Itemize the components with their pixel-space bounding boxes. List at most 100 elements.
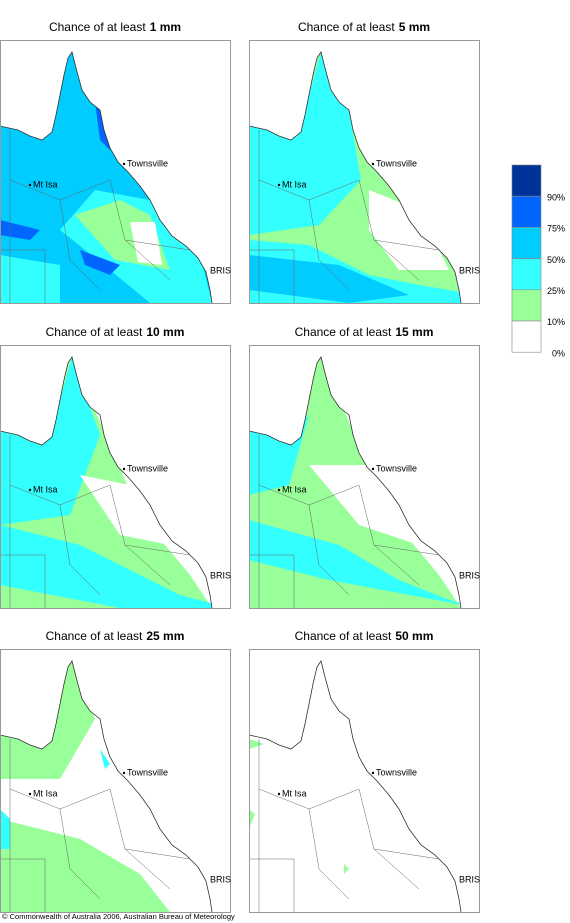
rain-area xyxy=(0,357,100,525)
district-borders xyxy=(0,435,191,608)
rain-area xyxy=(100,749,110,769)
title-amount: 1 mm xyxy=(150,20,181,34)
panel-frame xyxy=(0,345,231,609)
title-amount: 50 mm xyxy=(395,629,433,643)
title-amount: 15 mm xyxy=(395,325,433,339)
panel-title: Chance of at least 25 mm xyxy=(46,629,185,643)
place-label: Mt Isa xyxy=(33,788,58,798)
map-panel: Townsville Mt Isa BRIS xyxy=(0,649,231,913)
panel-title: Chance of at least 15 mm xyxy=(295,325,434,339)
panel-title: Chance of at least 10 mm xyxy=(46,325,185,339)
rain-area xyxy=(0,585,120,608)
rain-area xyxy=(249,520,461,608)
place-label: Townsville xyxy=(376,463,417,473)
rain-field xyxy=(0,52,212,303)
place-label: Mt Isa xyxy=(282,788,307,798)
coastline xyxy=(248,660,462,913)
place-box xyxy=(458,874,479,887)
title-prefix: Chance of at least xyxy=(295,629,392,643)
legend-swatch xyxy=(511,258,542,291)
panel-frame xyxy=(249,40,480,304)
place-box xyxy=(458,570,479,583)
panel-frame xyxy=(249,649,480,913)
legend-label: 10% xyxy=(547,317,565,327)
place-label: Mt Isa xyxy=(282,179,307,189)
rain-area xyxy=(249,255,409,303)
rain-area xyxy=(80,475,170,545)
district-borders xyxy=(0,739,191,912)
rain-field xyxy=(249,357,461,608)
rain-area xyxy=(80,250,120,275)
panel-title: Chance of at least 5 mm xyxy=(298,20,430,34)
rain-field xyxy=(0,357,212,608)
map-panel: Townsville Mt Isa BRIS xyxy=(248,649,480,913)
legend-label: 0% xyxy=(552,348,565,358)
place-label: BRIS xyxy=(210,570,231,580)
legend-swatch xyxy=(511,164,542,197)
title-prefix: Chance of at least xyxy=(46,629,143,643)
place-box xyxy=(209,570,230,583)
rain-area xyxy=(0,525,212,608)
place-label: BRIS xyxy=(459,265,480,275)
place-label: Townsville xyxy=(127,158,168,168)
place-label: BRIS xyxy=(210,265,231,275)
place-label: Mt Isa xyxy=(33,484,58,494)
rain-area xyxy=(249,661,461,912)
rain-area xyxy=(0,819,170,912)
rain-area xyxy=(369,190,449,270)
rain-area xyxy=(249,739,264,749)
place-label: BRIS xyxy=(210,874,231,884)
coastline xyxy=(0,356,213,609)
panel-title: Chance of at least 1 mm xyxy=(49,20,181,34)
legend-swatch xyxy=(511,320,542,353)
town-dot xyxy=(28,488,32,492)
panel-title: Chance of at least 50 mm xyxy=(295,629,434,643)
legend-label: 50% xyxy=(547,255,565,265)
coastline xyxy=(248,356,462,609)
title-amount: 5 mm xyxy=(399,20,430,34)
title-prefix: Chance of at least xyxy=(295,325,392,339)
legend-label: 75% xyxy=(547,224,565,234)
title-prefix: Chance of at least xyxy=(46,325,143,339)
map-panel: Townsville Mt Isa BRIS xyxy=(0,345,231,609)
map-panel: Townsville Mt Isa BRIS xyxy=(248,40,480,304)
place-box xyxy=(458,265,479,278)
rain-field xyxy=(249,52,461,303)
legend-swatch xyxy=(511,195,542,228)
town-dot xyxy=(277,792,281,796)
town-dot xyxy=(122,162,126,166)
rain-area xyxy=(344,864,349,874)
place-box xyxy=(209,265,230,278)
rain-field xyxy=(249,661,461,912)
place-label: Mt Isa xyxy=(33,179,58,189)
title-prefix: Chance of at least xyxy=(298,20,395,34)
map-panel: Townsville Mt Isa BRIS xyxy=(0,40,231,304)
coastline xyxy=(0,660,213,913)
town-dot xyxy=(277,183,281,187)
place-box xyxy=(209,874,230,887)
town-dot xyxy=(28,792,32,796)
town-dot xyxy=(371,467,375,471)
legend-swatch xyxy=(511,227,542,259)
legend-swatch xyxy=(511,289,542,322)
title-amount: 10 mm xyxy=(146,325,184,339)
place-label: Townsville xyxy=(127,767,168,777)
panel-frame xyxy=(0,40,231,304)
town-dot xyxy=(371,771,375,775)
coastline xyxy=(0,51,213,304)
town-dot xyxy=(122,771,126,775)
place-label: Mt Isa xyxy=(282,484,307,494)
place-label: Townsville xyxy=(376,767,417,777)
district-borders xyxy=(249,435,440,608)
coastline xyxy=(248,51,462,304)
rain-area xyxy=(130,222,162,265)
place-label: BRIS xyxy=(459,570,480,580)
district-borders xyxy=(0,130,191,303)
legend-label: 90% xyxy=(547,192,565,202)
rain-field xyxy=(0,661,212,912)
title-prefix: Chance of at least xyxy=(49,20,146,34)
district-borders xyxy=(249,130,440,303)
copyright: © Commonwealth of Australia 2006, Austra… xyxy=(2,912,235,921)
panel-frame xyxy=(0,649,231,913)
